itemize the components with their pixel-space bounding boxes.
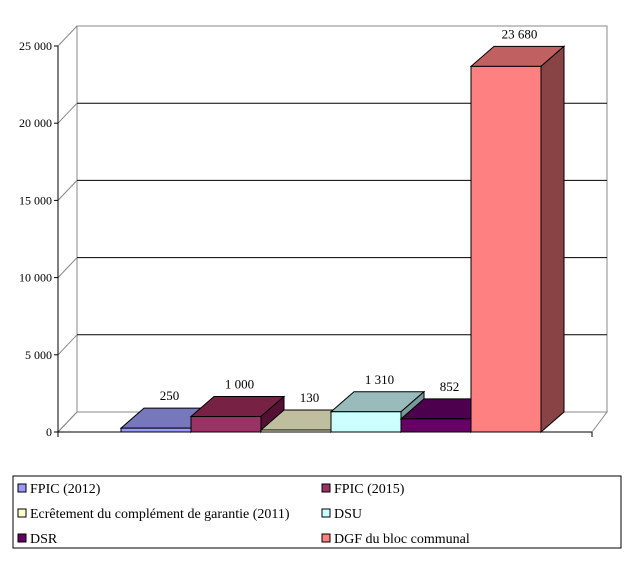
gridline-diagonal — [57, 180, 78, 201]
legend-label: DGF du bloc communal — [334, 532, 470, 547]
bar — [330, 411, 402, 433]
data-label: 852 — [440, 379, 460, 394]
legend-swatch — [321, 508, 331, 518]
y-tick-label: 25 000 — [19, 39, 52, 53]
legend-label: Ecrêtement du complément de garantie (20… — [30, 507, 290, 522]
legend-label: FPIC (2012) — [30, 482, 101, 497]
y-tick-label: 20 000 — [19, 116, 52, 130]
data-label: 23 680 — [502, 26, 538, 41]
legend-label: DSR — [30, 532, 58, 547]
legend-swatch — [17, 483, 27, 493]
gridline-diagonal — [57, 257, 78, 278]
legend — [12, 475, 622, 549]
y-tick-label: 5 000 — [25, 348, 52, 362]
bar — [190, 416, 262, 433]
bar-side — [540, 45, 565, 434]
y-tick-label: 15 000 — [19, 193, 52, 207]
data-label: 1 000 — [225, 377, 254, 392]
gridline-diagonal — [57, 102, 78, 124]
legend-swatch — [17, 508, 27, 518]
gridline-diagonal — [57, 411, 78, 433]
gridline-diagonal — [57, 334, 78, 356]
bar — [260, 429, 332, 433]
legend-label: FPIC (2015) — [334, 482, 405, 497]
data-label: 250 — [160, 388, 180, 403]
legend-label: DSU — [334, 507, 362, 522]
data-label: 1 310 — [365, 372, 394, 387]
legend-swatch — [321, 483, 331, 493]
bar — [120, 427, 192, 433]
legend-swatch — [321, 533, 331, 543]
bar — [400, 418, 472, 433]
gridline-diagonal — [57, 25, 78, 47]
bar — [470, 65, 542, 433]
legend-swatch — [17, 533, 27, 543]
data-label: 130 — [300, 390, 320, 405]
y-tick-label: 0 — [46, 425, 52, 439]
y-tick-label: 10 000 — [19, 271, 52, 285]
